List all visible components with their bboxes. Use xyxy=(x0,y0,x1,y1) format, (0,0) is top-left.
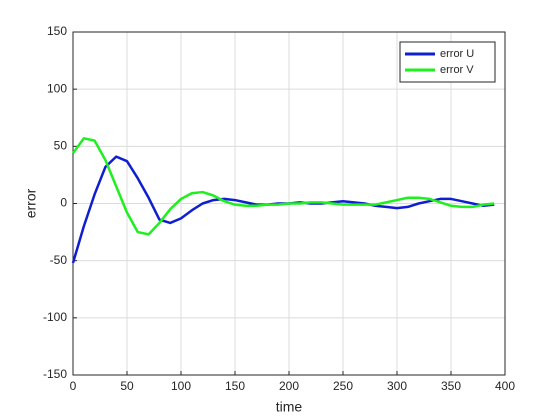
y-tick-label: 50 xyxy=(54,139,68,153)
y-tick-label: 0 xyxy=(60,196,67,210)
x-tick-label: 400 xyxy=(495,379,515,393)
y-axis-label: error xyxy=(23,188,39,218)
x-tick-label: 150 xyxy=(225,379,245,393)
x-tick-label: 100 xyxy=(171,379,191,393)
y-tick-label: -50 xyxy=(50,253,68,267)
legend-label: error V xyxy=(440,64,474,76)
x-tick-label: 300 xyxy=(387,379,407,393)
x-tick-label: 250 xyxy=(333,379,353,393)
x-tick-label: 0 xyxy=(70,379,77,393)
axes-box xyxy=(72,31,506,376)
legend-box xyxy=(399,41,496,83)
legend-label: error U xyxy=(440,48,474,60)
x-tick-label: 50 xyxy=(120,379,134,393)
x-tick-label: 200 xyxy=(279,379,299,393)
y-tick-label: -100 xyxy=(43,310,67,324)
x-axis-label: time xyxy=(276,399,303,415)
x-tick-label: 350 xyxy=(441,379,461,393)
y-tick-label: 100 xyxy=(47,81,67,95)
series-line xyxy=(71,137,495,236)
y-tick-label: 150 xyxy=(47,24,67,38)
y-tick-label: -150 xyxy=(43,367,67,381)
